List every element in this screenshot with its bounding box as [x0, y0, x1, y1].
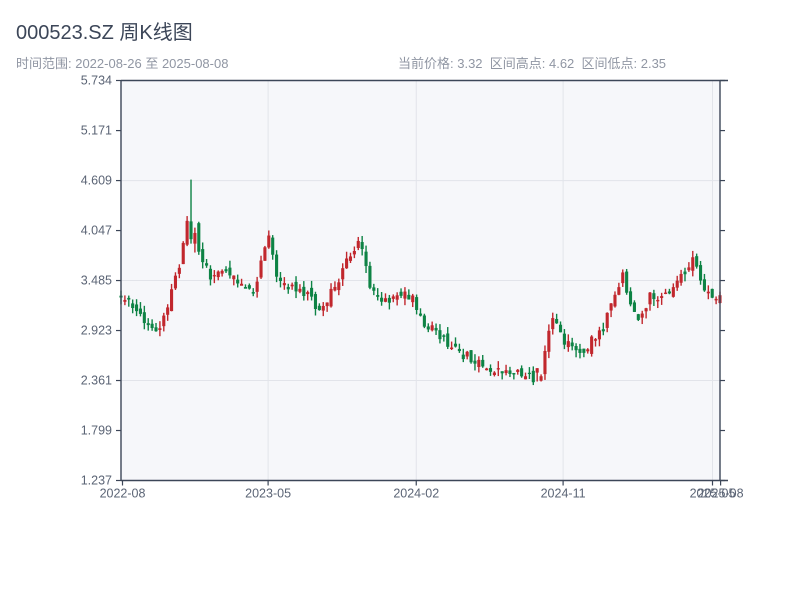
svg-text:5.734: 5.734	[81, 74, 112, 88]
svg-text:1.799: 1.799	[81, 424, 112, 438]
svg-text:2025-08: 2025-08	[698, 487, 744, 501]
svg-text:5.171: 5.171	[81, 124, 112, 138]
svg-text:2.361: 2.361	[81, 374, 112, 388]
svg-text:4.047: 4.047	[81, 224, 112, 238]
svg-text:2024-02: 2024-02	[393, 487, 439, 501]
svg-text:3.485: 3.485	[81, 274, 112, 288]
svg-text:1.237: 1.237	[81, 474, 112, 488]
svg-text:2.923: 2.923	[81, 324, 112, 338]
svg-text:2024-11: 2024-11	[541, 487, 586, 501]
svg-text:2023-05: 2023-05	[245, 487, 291, 501]
svg-text:2022-08: 2022-08	[100, 487, 146, 501]
svg-text:4.609: 4.609	[81, 174, 112, 188]
